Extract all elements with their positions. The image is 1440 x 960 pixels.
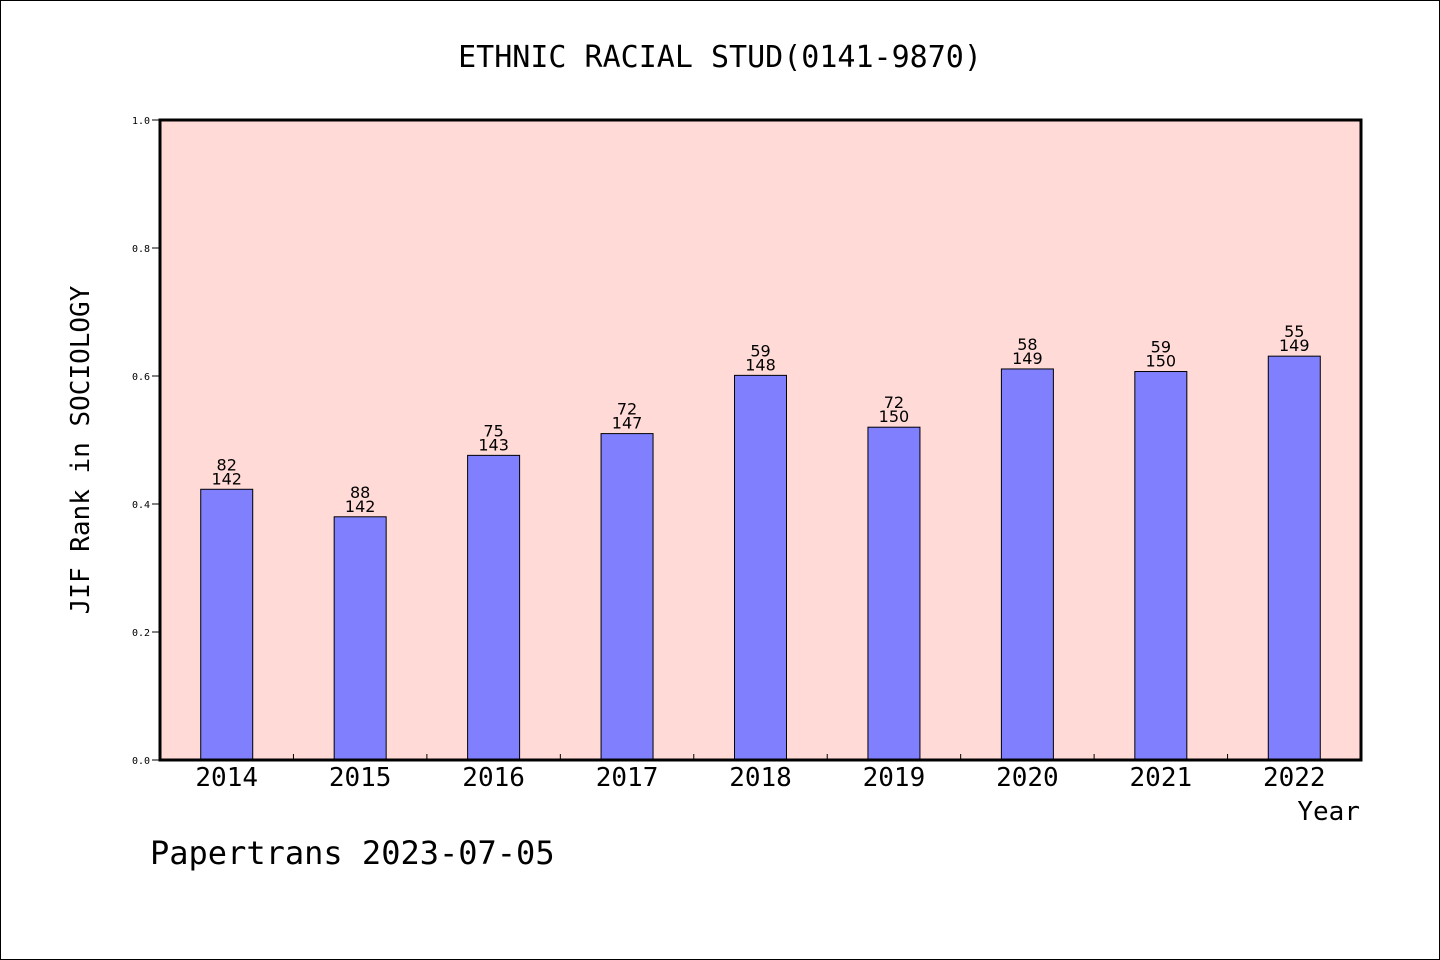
x-tick-label: 2014 — [195, 763, 258, 793]
x-tick-label: 2018 — [729, 763, 792, 793]
bar — [1134, 371, 1188, 761]
bar-rank-label: 72 — [617, 400, 637, 419]
bar — [333, 516, 387, 761]
x-axis-label: Year — [1297, 797, 1360, 827]
bars: 8214288142751437214759148721505814959150… — [200, 322, 1321, 761]
y-tick-label: 0.6 — [132, 372, 150, 383]
bar-total-label: 149 — [1279, 336, 1310, 355]
bar — [1000, 368, 1054, 761]
bar-rank-label: 55 — [1284, 322, 1304, 341]
x-tick-label: 2015 — [329, 763, 392, 793]
x-tick-label: 2022 — [1263, 763, 1326, 793]
bar-rank-label: 82 — [217, 455, 237, 474]
bar-total-label: 143 — [478, 435, 509, 454]
bar-total-label: 150 — [1146, 352, 1177, 371]
y-axis-label: JIF Rank in SOCIOLOGY — [66, 285, 96, 614]
bar-total-label: 149 — [1012, 349, 1043, 368]
bar-rank-label: 59 — [750, 341, 770, 360]
bar-total-label: 147 — [612, 414, 643, 433]
x-tick-label: 2017 — [596, 763, 659, 793]
y-tick-label: 0.2 — [132, 628, 150, 639]
chart-title: ETHNIC RACIAL STUD(0141-9870) — [458, 40, 982, 75]
bar — [200, 488, 254, 761]
bar-rank-label: 75 — [483, 421, 503, 440]
bar — [467, 454, 521, 761]
y-tick-label: 0.8 — [132, 244, 150, 255]
bar-total-label: 142 — [211, 469, 242, 488]
bar — [1267, 355, 1321, 761]
y-tick-label: 0.4 — [132, 500, 150, 511]
bar-total-label: 148 — [745, 355, 776, 374]
x-tick-label: 2020 — [996, 763, 1059, 793]
x-tick-label: 2019 — [863, 763, 926, 793]
bar-rank-label: 72 — [884, 393, 904, 412]
bar-total-label: 142 — [345, 497, 376, 516]
y-axis-ticks: 0.0 0.2 0.4 0.6 0.8 1.0 — [132, 116, 160, 767]
x-tick-label: 2021 — [1130, 763, 1193, 793]
bar-total-label: 150 — [879, 407, 910, 426]
x-axis-ticks: 2014 2015 2016 2017 2018 2019 2020 2021 2022 — [195, 754, 1326, 793]
y-tick-label: 0.0 — [132, 756, 150, 767]
bar — [734, 374, 787, 761]
plot-border — [158, 118, 1363, 762]
y-tick-label: 1.0 — [132, 116, 150, 127]
footer-credit: Papertrans 2023-07-05 — [150, 834, 555, 872]
bar-rank-label: 58 — [1017, 335, 1037, 354]
bar-rank-label: 88 — [350, 483, 370, 502]
bar-rank-label: 59 — [1151, 338, 1171, 357]
bar — [867, 426, 921, 761]
bar — [600, 433, 654, 761]
x-tick-label: 2016 — [462, 763, 525, 793]
